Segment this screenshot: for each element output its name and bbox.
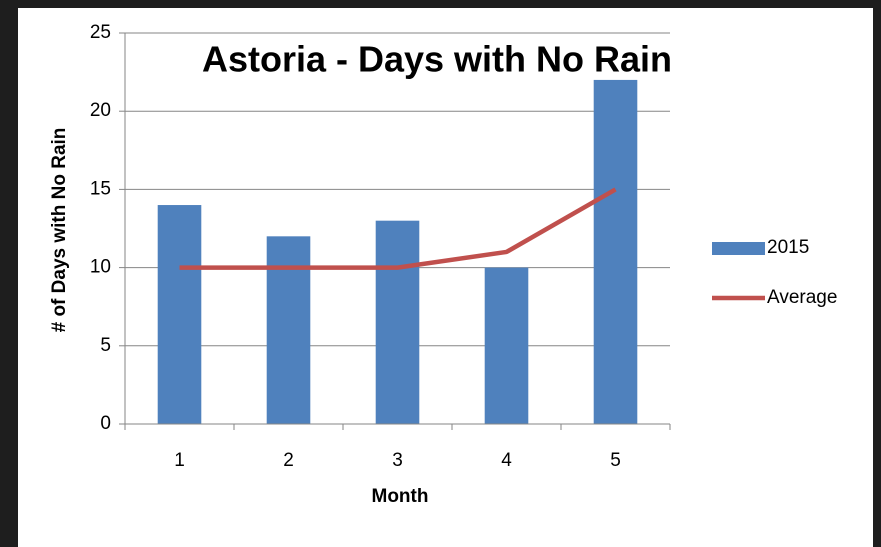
y-tick-label: 10 <box>90 257 111 278</box>
legend-swatch <box>712 242 765 255</box>
y-tick-label: 0 <box>100 413 111 434</box>
y-tick-label: 25 <box>90 22 111 43</box>
x-tick-label: 4 <box>501 450 512 471</box>
bar <box>484 267 529 424</box>
x-tick-label: 1 <box>174 450 185 471</box>
y-axis-label: # of Days with No Rain <box>49 128 70 333</box>
x-tick-label: 5 <box>610 450 621 471</box>
y-tick-label: 5 <box>100 335 111 356</box>
chart-title: Astoria - Days with No Rain <box>202 39 672 80</box>
line <box>179 187 617 270</box>
y-tick-label: 20 <box>90 100 111 121</box>
chart-background <box>18 8 873 547</box>
marks <box>157 79 638 425</box>
x-tick-label: 2 <box>283 450 294 471</box>
y-tick-label: 15 <box>90 178 111 199</box>
bar <box>593 79 638 425</box>
x-axis-label: Month <box>372 486 429 507</box>
legend-label: Average <box>767 287 837 308</box>
bar <box>266 236 311 424</box>
legend-label: 2015 <box>767 237 809 258</box>
x-tick-label: 3 <box>392 450 403 471</box>
bar <box>157 205 202 424</box>
bar <box>375 220 420 424</box>
